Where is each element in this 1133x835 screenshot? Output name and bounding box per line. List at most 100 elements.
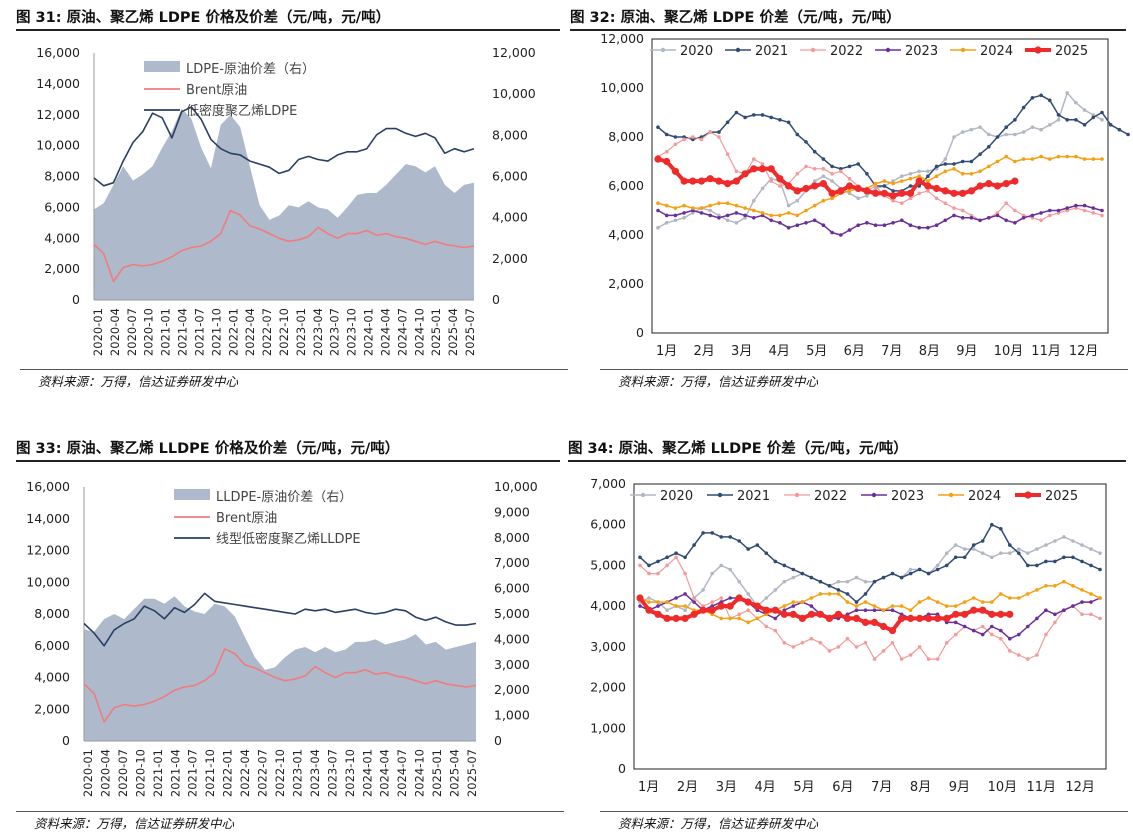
point-2024: [891, 181, 895, 186]
point-2021: [987, 145, 991, 149]
point-2024: [682, 203, 686, 208]
point-2024: [699, 206, 704, 210]
y-tick-left: 0: [72, 292, 80, 307]
point-2025: [843, 614, 852, 622]
point-2022: [1053, 620, 1057, 625]
point-2022: [746, 608, 750, 612]
point-2025: [880, 189, 888, 197]
point-2021: [746, 547, 750, 551]
legend-label-2022: 2022: [814, 489, 847, 504]
point-2020: [1017, 547, 1021, 551]
series-line-brent: [93, 209, 475, 283]
legend-marker-2022: [810, 47, 816, 53]
point-2020: [935, 563, 940, 568]
point-2025: [879, 622, 888, 631]
point-2023: [1039, 211, 1043, 215]
x-tick-label: 2025-07: [463, 308, 477, 356]
point-2025: [993, 182, 1002, 190]
point-2024: [665, 600, 669, 604]
point-2024: [971, 596, 976, 600]
point-2025: [1006, 610, 1014, 618]
point-2022: [791, 645, 796, 649]
point-2025: [837, 187, 845, 195]
point-2025: [807, 610, 815, 618]
point-2023: [728, 596, 732, 600]
y-tick: 12,000: [600, 31, 644, 46]
point-2024: [1053, 584, 1057, 588]
legend-marker-2024: [960, 47, 966, 53]
x-tick-label: 1月: [638, 780, 659, 795]
point-2024: [717, 201, 721, 205]
y-tick-right: 12,000: [492, 45, 536, 60]
point-2025: [811, 182, 819, 190]
point-2025: [863, 187, 871, 195]
point-2024: [995, 159, 1000, 164]
point-2022: [908, 653, 913, 657]
point-2021: [1091, 115, 1096, 120]
point-2021: [881, 575, 886, 580]
point-2021: [953, 555, 958, 560]
point-2022: [1035, 653, 1039, 657]
x-tick-label: 2021-10: [203, 749, 217, 797]
x-tick-label: 2024-01: [360, 749, 374, 797]
point-2024: [1065, 154, 1069, 159]
point-2022: [847, 176, 852, 181]
point-2023: [1048, 208, 1052, 213]
point-2024: [926, 179, 930, 183]
point-2020: [952, 135, 956, 139]
point-2021: [839, 167, 843, 171]
point-2020: [1056, 118, 1061, 122]
point-2020: [1013, 132, 1017, 137]
point-2021: [863, 592, 868, 596]
point-2022: [1013, 208, 1017, 213]
point-2023: [769, 218, 773, 223]
point-2021: [952, 162, 956, 166]
point-2025: [680, 177, 688, 185]
point-2024: [854, 604, 859, 608]
point-2025: [654, 610, 662, 618]
point-2025: [780, 610, 788, 618]
point-2024: [760, 211, 765, 215]
point-2023: [1100, 208, 1104, 213]
point-2022: [673, 142, 678, 147]
point-2023: [978, 218, 982, 223]
source-note-31: 资料来源：万得，信达证券研发中心: [38, 374, 239, 389]
y-tick: 0: [618, 761, 626, 776]
point-2023: [980, 632, 985, 637]
point-2022: [917, 191, 921, 196]
point-2022: [995, 211, 1000, 215]
point-2024: [1100, 157, 1104, 161]
y-tick-left: 2,000: [34, 701, 70, 716]
point-2024: [863, 600, 868, 604]
point-2021: [980, 539, 985, 543]
point-2023: [812, 218, 817, 223]
x-tick-label: 2025-01: [429, 308, 443, 356]
point-2025: [834, 610, 842, 618]
point-2022: [773, 628, 778, 633]
point-2022: [710, 600, 714, 604]
point-2020: [760, 186, 765, 191]
x-tick-label: 2023-01: [294, 308, 308, 356]
legend-label: 低密度聚乙烯LDPE: [186, 103, 297, 119]
point-2025: [816, 610, 824, 618]
point-2021: [1053, 559, 1057, 564]
x-tick-label: 2021-01: [159, 308, 173, 356]
point-2024: [830, 196, 834, 201]
x-tick-label: 2022-07: [260, 308, 274, 356]
point-2020: [673, 218, 678, 223]
point-2020: [1008, 551, 1012, 555]
point-2021: [926, 174, 930, 178]
series-area-spread: [84, 596, 476, 741]
point-2020: [960, 130, 965, 134]
point-2022: [725, 152, 730, 156]
point-2025: [715, 177, 723, 185]
point-2021: [656, 559, 660, 564]
panel-title-33: 图 33: 原油、聚乙烯 LLDPE 价格及价差（元/吨，元/吨）: [16, 441, 400, 457]
point-2025: [970, 606, 978, 614]
point-2020: [836, 579, 841, 584]
legend-marker-2025: [1024, 491, 1032, 499]
point-2023: [1035, 616, 1039, 621]
point-2020: [830, 179, 834, 183]
point-2020: [891, 179, 895, 183]
series-line-pe-price: [93, 106, 475, 187]
